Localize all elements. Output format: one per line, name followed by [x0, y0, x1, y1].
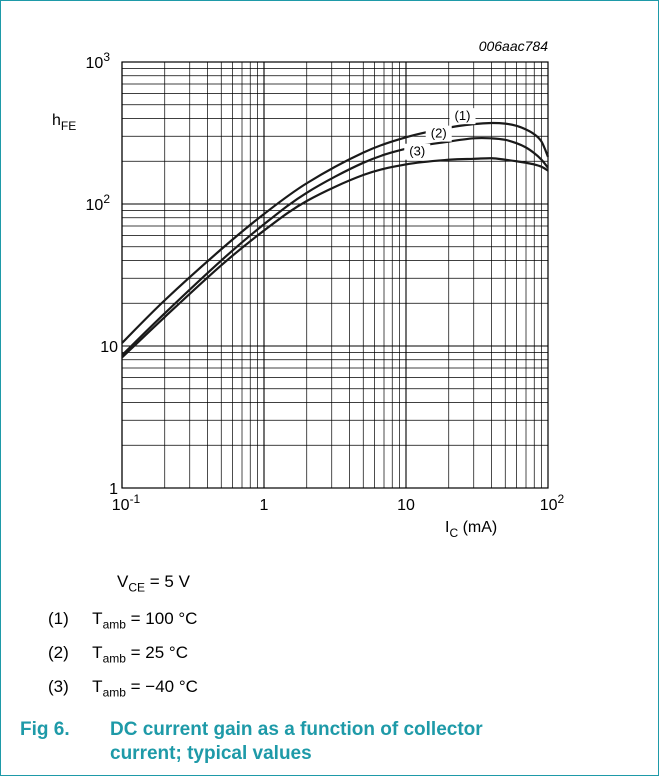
condition-value: = 100 °C [125, 609, 198, 628]
x-tick-label: 1 [260, 497, 269, 514]
vce-subscript: CE [128, 580, 146, 595]
series-label-3: (3) [409, 144, 425, 159]
condition-number: (3) [48, 677, 69, 696]
chart-series [121, 121, 550, 359]
figure-code: 006aac784 [479, 38, 549, 54]
condition-subscript: amb [102, 651, 126, 666]
x-tick-label: 10-1 [112, 492, 141, 514]
series-label-1: (1) [455, 108, 471, 123]
condition-symbol: T [92, 677, 103, 696]
condition-symbol: T [92, 609, 103, 628]
y-tick-label: 1 [109, 481, 118, 498]
x-tick-label: 10 [397, 497, 415, 514]
series-label-bg [449, 108, 476, 125]
y-tick-label: 10 [100, 339, 118, 356]
condition-3: (3) Tamb = −40 °C [48, 677, 198, 699]
series-label-2: (2) [431, 126, 447, 141]
condition-value: = −40 °C [125, 677, 198, 696]
condition-symbol: T [92, 643, 103, 662]
condition-subscript: amb [102, 617, 126, 632]
x-axis-label: IC (mA) [445, 519, 497, 540]
condition-subscript: amb [102, 685, 126, 700]
series-line-1 [121, 121, 550, 344]
series-line-3 [121, 157, 549, 359]
series-label-bg [404, 143, 431, 160]
vce-value: = 5 V [145, 572, 190, 591]
chart-grid [121, 61, 549, 489]
condition-number: (2) [48, 643, 69, 662]
series-line-2 [121, 136, 549, 357]
y-tick-label: 102 [86, 192, 111, 214]
series-label-bg [425, 125, 452, 142]
vce-symbol: V [117, 572, 129, 591]
condition-2: (2) Tamb = 25 °C [48, 643, 188, 665]
y-axis-label: hFE [52, 112, 76, 133]
condition-value: = 25 °C [125, 643, 188, 662]
condition-vce: VCE = 5 V [117, 572, 190, 594]
y-tick-label: 103 [86, 50, 111, 72]
condition-1: (1) Tamb = 100 °C [48, 609, 197, 631]
figure-number: Fig 6. [20, 719, 70, 740]
plot-border [121, 61, 549, 489]
x-tick-label: 102 [540, 492, 565, 514]
figure-title: DC current gain as a function of collect… [110, 719, 483, 764]
condition-number: (1) [48, 609, 69, 628]
